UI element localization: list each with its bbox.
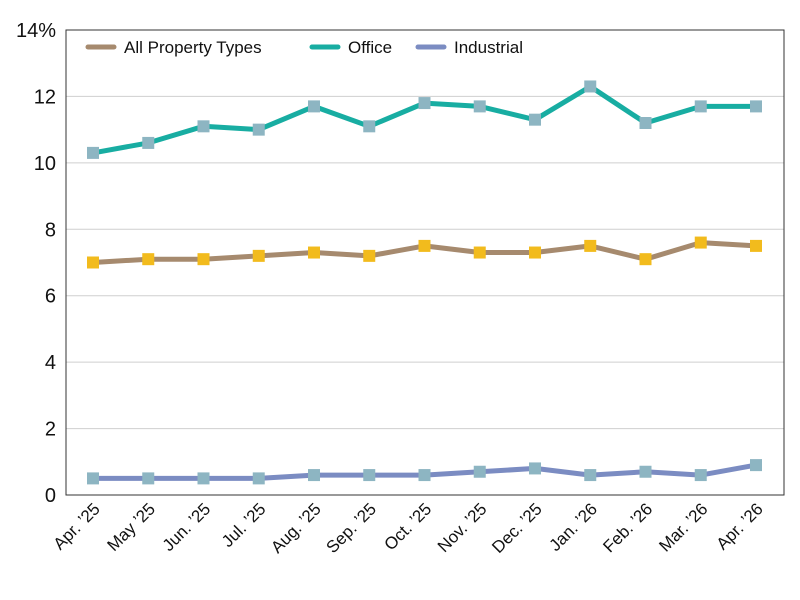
data-point [750, 239, 762, 252]
x-tick-label: Sep. ’25 [323, 499, 381, 557]
data-point [142, 472, 155, 485]
x-tick-label: Aug. ’25 [267, 499, 325, 557]
series-group [87, 459, 762, 485]
x-tick-label: Jan. ’26 [546, 499, 602, 555]
y-tick-label: 10 [34, 153, 56, 175]
data-point [473, 465, 486, 478]
gridlines [66, 95, 784, 430]
y-tick-label: 0 [45, 485, 56, 507]
x-tick-label: Dec. ’25 [488, 499, 546, 557]
data-point [363, 120, 376, 133]
data-point [252, 249, 265, 262]
y-tick-label: 4 [45, 352, 56, 374]
data-point [750, 100, 762, 113]
y-axis-ticks: 0 2 4 6 8 10 12 14% [16, 20, 56, 507]
data-point [639, 117, 652, 129]
legend-label: Industrial [454, 38, 523, 57]
x-tick-label: Nov. ’25 [434, 499, 491, 556]
data-point [87, 146, 99, 159]
data-point [473, 100, 486, 113]
legend-label: All Property Types [124, 38, 262, 57]
y-tick-label: 12 [34, 86, 56, 108]
data-point [87, 472, 99, 485]
data-point [529, 462, 541, 475]
y-tick-label: 6 [45, 286, 56, 308]
data-point [418, 97, 431, 110]
data-point [363, 249, 376, 262]
x-tick-label: Oct. ’25 [380, 499, 435, 554]
data-point [308, 469, 320, 482]
data-point [197, 472, 210, 485]
data-point [639, 253, 652, 266]
data-point [418, 239, 431, 252]
data-point [142, 253, 155, 266]
data-point [308, 246, 320, 259]
data-point [694, 100, 707, 113]
data-point [694, 469, 707, 482]
x-tick-label: Feb. ’26 [599, 499, 656, 556]
data-point [529, 113, 541, 126]
data-point [639, 465, 652, 478]
data-point [197, 253, 210, 266]
data-point [87, 256, 99, 269]
series-group [87, 236, 762, 269]
data-point [694, 236, 707, 249]
series-layer [87, 80, 762, 485]
data-point [142, 136, 155, 149]
data-point [418, 469, 431, 482]
data-point [308, 100, 320, 113]
y-tick-label: 2 [45, 419, 56, 441]
x-tick-label: Mar. ’26 [655, 499, 711, 555]
x-tick-label: Apr. ’26 [713, 499, 767, 553]
data-point [197, 120, 210, 133]
data-point [473, 246, 486, 259]
legend-label: Office [348, 38, 392, 57]
data-point [750, 459, 762, 472]
series-group [87, 80, 762, 159]
x-tick-label: Apr. ’25 [50, 499, 104, 553]
x-tick-label: May ’25 [104, 499, 160, 555]
data-point [252, 123, 265, 136]
data-point [584, 239, 597, 252]
x-tick-label: Jul. ’25 [218, 499, 270, 551]
legend: All Property Types Office Industrial [85, 38, 523, 57]
data-point [363, 469, 376, 482]
y-tick-label: 8 [45, 219, 56, 241]
y-tick-label: 14% [16, 20, 56, 42]
plot-frame [65, 29, 785, 496]
x-tick-label: Jun. ’25 [159, 499, 215, 555]
data-point [252, 472, 265, 485]
data-point [584, 469, 597, 482]
data-point [529, 246, 541, 259]
data-point [584, 80, 597, 93]
